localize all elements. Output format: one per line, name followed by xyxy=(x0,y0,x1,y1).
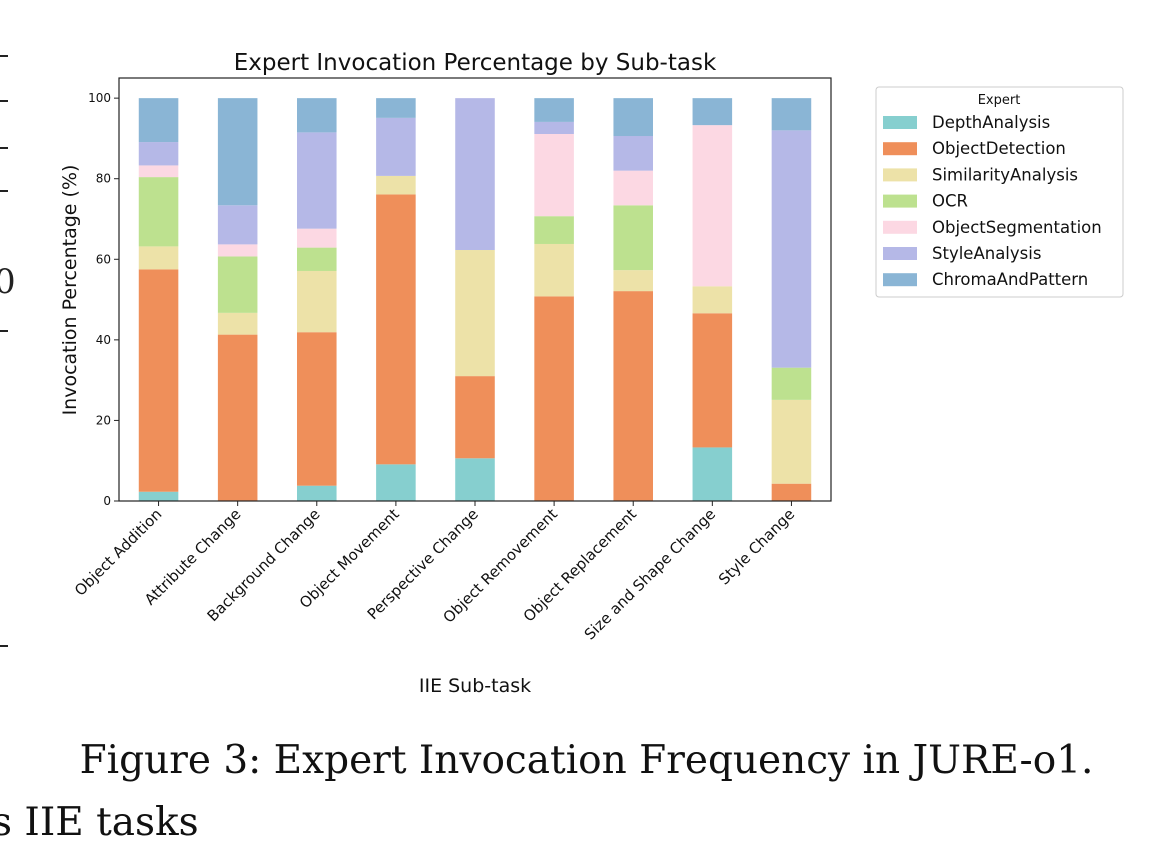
bar-segment xyxy=(297,98,337,133)
bar-segment xyxy=(534,133,574,217)
bar-segment xyxy=(534,98,574,122)
bar-segment xyxy=(613,98,653,137)
bar-segment xyxy=(138,246,179,270)
legend-swatch xyxy=(883,220,917,234)
margin-tick-mark xyxy=(0,100,8,102)
bar-segment xyxy=(376,194,416,465)
margin-tick-mark xyxy=(0,190,8,192)
bar-segment xyxy=(613,270,653,292)
bar-segment xyxy=(138,491,179,501)
bar-segment xyxy=(455,250,495,377)
y-tick-label: 60 xyxy=(96,252,111,266)
bar-segment xyxy=(692,313,733,448)
bar-segment xyxy=(534,121,574,134)
legend-title: Expert xyxy=(978,93,1021,108)
bar-segment xyxy=(455,458,495,501)
legend-label: ChromaAndPattern xyxy=(932,270,1088,289)
bar-segment xyxy=(297,485,337,501)
y-tick-label: 40 xyxy=(96,333,111,347)
y-tick-label: 100 xyxy=(88,91,111,105)
bar-segment xyxy=(455,376,495,459)
bar-segment xyxy=(534,216,574,244)
bars-layer xyxy=(138,98,812,501)
legend-label: StyleAnalysis xyxy=(932,244,1041,263)
bar-segment xyxy=(455,98,495,251)
bar-segment xyxy=(613,170,653,206)
legend-frame xyxy=(875,86,1124,298)
y-tick-label: 20 xyxy=(96,413,111,427)
legend: Expert DepthAnalysis ObjectDetection Simil… xyxy=(875,86,1124,298)
bar-segment xyxy=(217,244,258,257)
bar-segment xyxy=(217,334,258,501)
bar-segment xyxy=(692,286,733,314)
margin-tick-mark xyxy=(0,55,8,57)
x-axis-label: IIE Sub-task xyxy=(419,675,531,697)
chart-title: Expert Invocation Percentage by Sub-task xyxy=(234,50,717,76)
bar-segment xyxy=(613,205,653,271)
figure-caption: Figure 3: Expert Invocation Frequency in… xyxy=(79,738,1094,783)
bar-segment xyxy=(613,136,653,171)
legend-swatch xyxy=(883,273,917,287)
legend-label: DepthAnalysis xyxy=(932,113,1050,132)
bar-segment xyxy=(771,399,812,484)
bar-segment xyxy=(138,142,179,166)
bar-segment xyxy=(376,117,416,176)
bar-segment xyxy=(376,98,416,118)
margin-tick-mark xyxy=(0,330,8,332)
legend-label: ObjectSegmentation xyxy=(932,218,1102,237)
bar-segment xyxy=(217,98,258,206)
margin-tick-mark xyxy=(0,147,8,149)
bar-segment xyxy=(376,464,416,501)
legend-label: OCR xyxy=(932,192,968,211)
bar-segment xyxy=(217,312,258,335)
legend-swatch xyxy=(883,194,917,208)
bar-segment xyxy=(297,228,337,248)
bar-segment xyxy=(217,205,258,245)
bar-segment xyxy=(534,243,574,297)
bar-segment xyxy=(138,269,179,492)
bar-segment xyxy=(771,98,812,131)
bar-segment xyxy=(297,132,337,229)
bar-segment xyxy=(534,296,574,501)
bar-segment xyxy=(692,447,733,501)
stacked-bar-chart: Expert Invocation Percentage by Sub-task… xyxy=(59,50,1124,697)
bar-segment xyxy=(692,125,733,287)
legend-swatch xyxy=(883,168,917,182)
bar-segment xyxy=(138,177,179,247)
bar-segment xyxy=(297,332,337,486)
y-tick-label: 0 xyxy=(103,494,111,508)
margin-tick-mark xyxy=(0,645,8,647)
bar-segment xyxy=(297,247,337,271)
bar-segment xyxy=(138,165,179,178)
bar-segment xyxy=(297,270,337,333)
bar-segment xyxy=(376,175,416,195)
legend-swatch xyxy=(883,247,917,260)
x-tick-label: Style Change xyxy=(715,505,798,588)
bar-segment xyxy=(613,291,653,501)
bar-segment xyxy=(771,483,812,501)
y-tick-label: 80 xyxy=(96,172,111,186)
bar-segment xyxy=(138,98,179,143)
y-axis-label: Invocation Percentage (%) xyxy=(59,165,81,416)
legend-swatch xyxy=(883,116,917,129)
legend-swatch xyxy=(883,142,917,156)
x-tick-label: Size and Shape Change xyxy=(581,505,719,643)
margin-cropped-character: 0 xyxy=(0,262,16,302)
bar-segment xyxy=(771,367,812,400)
bar-segment xyxy=(217,256,258,313)
bar-segment xyxy=(771,130,812,368)
bar-segment xyxy=(692,98,733,126)
body-text-fragment: s IIE tasks xyxy=(0,800,199,845)
legend-label: ObjectDetection xyxy=(932,139,1066,158)
legend-label: SimilarityAnalysis xyxy=(932,165,1078,184)
